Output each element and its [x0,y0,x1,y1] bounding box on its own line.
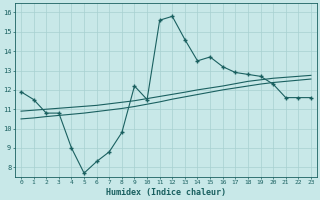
X-axis label: Humidex (Indice chaleur): Humidex (Indice chaleur) [106,188,226,197]
